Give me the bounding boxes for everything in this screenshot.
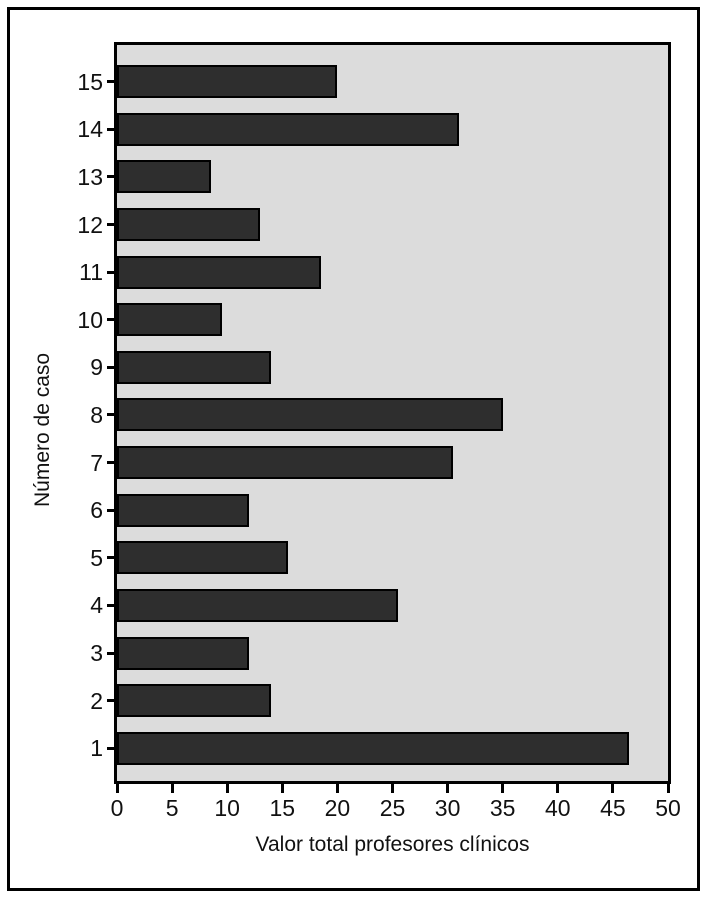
x-tick (391, 784, 394, 793)
bar-case-4 (117, 588, 398, 622)
x-tick-label: 10 (214, 795, 240, 821)
bar-case-8 (117, 398, 503, 432)
y-tick-label: 9 (90, 354, 103, 381)
x-tick (666, 784, 670, 793)
y-tick (107, 603, 116, 607)
y-tick-label: 14 (77, 116, 103, 143)
x-tick-label: 30 (434, 795, 461, 821)
x-tick-label: 20 (324, 795, 351, 821)
y-tick-label: 2 (90, 687, 103, 714)
x-tick (501, 784, 505, 793)
y-tick (107, 556, 116, 560)
y-tick (107, 508, 116, 512)
bar-case-12 (117, 208, 261, 242)
y-tick (107, 318, 116, 322)
y-tick (107, 413, 116, 417)
bar-case-10 (117, 303, 222, 337)
y-tick (107, 223, 116, 227)
bar-case-6 (117, 493, 250, 527)
x-tick-label: 35 (489, 795, 516, 821)
y-tick-label: 15 (77, 68, 103, 95)
y-tick-label: 6 (90, 497, 103, 524)
y-tick-label: 10 (77, 306, 103, 333)
y-tick-label: 5 (90, 544, 103, 571)
y-tick (107, 746, 116, 750)
x-tick-label: 50 (655, 795, 681, 821)
y-tick-label: 4 (90, 592, 103, 619)
bar-case-11 (117, 255, 321, 289)
y-tick (107, 461, 116, 465)
bar-case-14 (117, 112, 459, 146)
x-tick-label: 25 (379, 795, 406, 821)
x-tick (446, 784, 450, 793)
x-tick-label: 40 (545, 795, 571, 821)
y-tick (107, 270, 116, 274)
y-tick-label: 7 (90, 449, 103, 476)
plot-area (114, 42, 671, 784)
y-tick-label: 1 (90, 735, 103, 762)
x-tick-label: 5 (165, 795, 179, 821)
x-tick (115, 784, 119, 793)
y-tick-label: 11 (79, 259, 103, 286)
x-axis-title: Valor total profesores clínicos (255, 833, 530, 856)
y-tick-label: 8 (90, 401, 103, 428)
y-tick (107, 365, 116, 369)
x-tick-label: 0 (110, 795, 124, 821)
bar-case-7 (117, 446, 454, 480)
x-tick (556, 784, 560, 793)
bar-case-5 (117, 541, 288, 575)
bar-case-15 (117, 65, 338, 99)
bar-case-13 (117, 160, 211, 194)
bar-case-2 (117, 684, 272, 718)
y-tick (107, 699, 116, 703)
y-tick-label: 12 (77, 211, 103, 238)
bar-case-3 (117, 636, 250, 670)
x-tick (280, 784, 284, 793)
x-tick-label: 15 (269, 795, 296, 821)
y-tick-label: 13 (77, 163, 103, 190)
x-tick (225, 784, 229, 793)
bar-case-1 (117, 731, 630, 765)
y-tick (107, 651, 116, 655)
y-tick (107, 127, 116, 131)
x-tick-label: 45 (600, 795, 626, 821)
x-tick (170, 784, 174, 793)
y-tick (107, 80, 116, 84)
y-tick-label: 3 (90, 640, 103, 667)
bar-case-9 (117, 350, 272, 384)
x-tick (335, 784, 339, 793)
x-tick (611, 784, 615, 793)
y-tick (107, 175, 116, 179)
